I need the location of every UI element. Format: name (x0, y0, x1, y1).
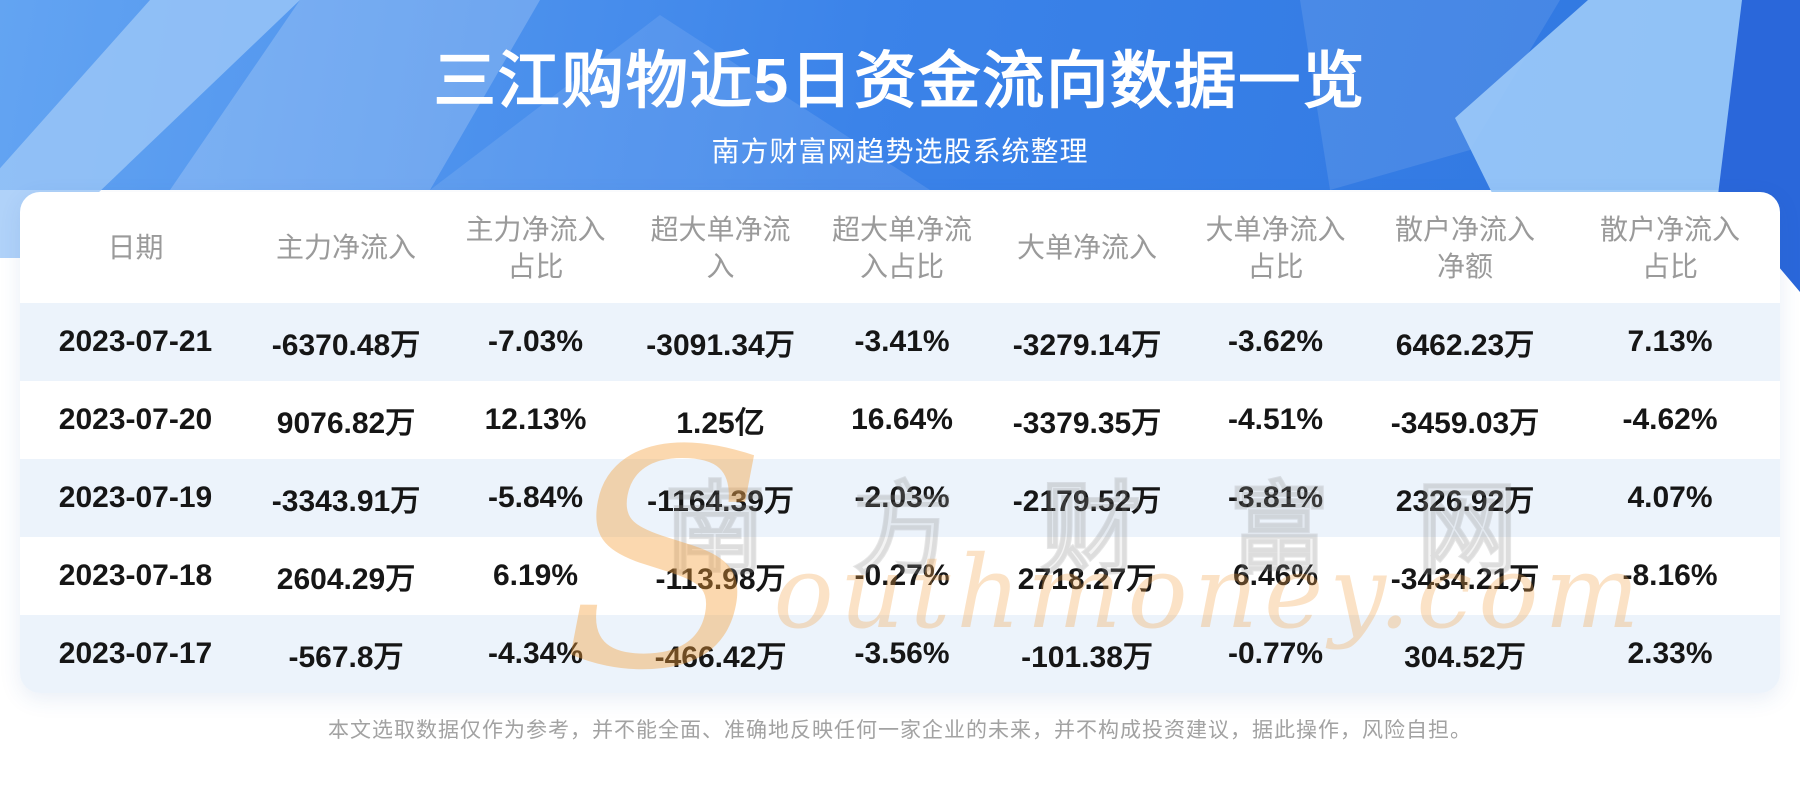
table-body: 2023-07-21 -6370.48万 -7.03% -3091.34万 -3.41%… (20, 303, 1780, 693)
cell-large-order-net-inflow-pct: -3.81% (1227, 481, 1324, 514)
cell-large-order-net-inflow: -101.38万 (1021, 641, 1153, 674)
column-header-retail-net-inflow-pct: 散户净流入 占比 (1599, 213, 1740, 282)
cell-date: 2023-07-18 (58, 559, 213, 592)
cell-main-net-inflow: 2604.29万 (276, 563, 416, 596)
cell-xl-order-net-inflow-pct: -2.03% (854, 481, 950, 514)
cell-retail-net-inflow-pct: -8.16% (1622, 559, 1718, 592)
cell-xl-order-net-inflow: 1.25亿 (676, 407, 765, 440)
cell-retail-net-inflow-pct: 7.13% (1627, 325, 1713, 358)
cell-large-order-net-inflow: -3279.14万 (1012, 329, 1162, 362)
cell-large-order-net-inflow-pct: -0.77% (1227, 637, 1324, 670)
table-header-row: 日期 主力净流入 主力净流入 占比 超大单净流 入超大单净流 入占比 大单净流入 大单净流… (20, 192, 1780, 303)
disclaimer-text: 本文选取数据仅作为参考，并不能全面、准确地反映任何一家企业的未来，并不构成投资建… (328, 719, 1472, 742)
table-row: 2023-07-21 -6370.48万 -7.03% -3091.34万 -3.41%… (20, 303, 1780, 381)
column-header-main-net-inflow-pct: 主力净流入 占比 (465, 213, 606, 282)
cell-main-net-inflow: -6370.48万 (271, 329, 421, 362)
cell-main-net-inflow: 9076.82万 (276, 407, 416, 440)
cell-large-order-net-inflow-pct: -4.51% (1227, 403, 1324, 436)
page-subtitle: 南方财富网趋势选股系统整理 (711, 136, 1089, 167)
cell-main-net-inflow-pct: -5.84% (487, 481, 584, 514)
cell-main-net-inflow-pct: -4.34% (487, 637, 584, 670)
cell-large-order-net-inflow: -3379.35万 (1012, 407, 1162, 440)
cell-retail-net-inflow: 2326.92万 (1395, 485, 1535, 518)
cell-xl-order-net-inflow-pct: -3.56% (854, 637, 950, 670)
cell-retail-net-inflow-pct: -4.62% (1622, 403, 1718, 436)
column-header-date: 日期 (107, 232, 164, 263)
cell-retail-net-inflow: 304.52万 (1404, 641, 1526, 674)
cell-xl-order-net-inflow-pct: -0.27% (854, 559, 950, 592)
column-header-large-order-net-inflow-pct: 大单净流入 占比 (1205, 213, 1346, 282)
data-table-card: 日期 主力净流入 主力净流入 占比 超大单净流 入超大单净流 入占比 大单净流入 大单净流… (20, 192, 1780, 693)
cell-retail-net-inflow-pct: 2.33% (1627, 637, 1713, 670)
cell-xl-order-net-inflow: -1164.39万 (647, 485, 794, 518)
cell-large-order-net-inflow-pct: 6.46% (1232, 559, 1319, 592)
cell-retail-net-inflow: -3459.03万 (1390, 407, 1540, 440)
cell-xl-order-net-inflow: -3091.34万 (646, 329, 795, 362)
cell-xl-order-net-inflow-pct: 16.64% (851, 403, 953, 436)
table-row: 2023-07-17 -567.8万 -4.34% -466.42万 -3.56% -10… (20, 615, 1780, 693)
column-header-retail-net-inflow: 散户净流入 净额 (1394, 213, 1535, 282)
cell-retail-net-inflow-pct: 4.07% (1627, 481, 1713, 514)
column-header-large-order-net-inflow: 大单净流入 (1016, 232, 1157, 263)
table-row: 2023-07-20 9076.82万 12.13% 1.25亿 16.64% -3379… (20, 381, 1780, 459)
cell-retail-net-inflow: 6462.23万 (1395, 329, 1535, 362)
column-header-xl-order-net-inflow: 超大单净流 入 (650, 213, 791, 282)
cell-retail-net-inflow: -3434.21万 (1390, 563, 1540, 596)
banner: 三江购物近5日资金流向数据一览 南方财富网趋势选股系统整理 (0, 0, 1800, 300)
cell-main-net-inflow-pct: 12.13% (484, 403, 587, 436)
cell-date: 2023-07-21 (58, 325, 213, 358)
table-row: 2023-07-19 -3343.91万 -5.84% -1164.39万 -2.03%… (20, 459, 1780, 537)
cell-date: 2023-07-19 (58, 481, 213, 514)
cell-large-order-net-inflow: 2718.27万 (1017, 563, 1157, 596)
cell-xl-order-net-inflow: -113.98万 (655, 563, 786, 596)
cell-date: 2023-07-20 (58, 403, 213, 436)
cell-date: 2023-07-17 (58, 637, 213, 670)
cell-xl-order-net-inflow-pct: -3.41% (854, 325, 950, 358)
cell-main-net-inflow: -3343.91万 (271, 485, 421, 518)
column-header-xl-order-net-inflow-pct: 超大单净流 入占比 (831, 213, 972, 282)
table-row: 2023-07-18 2604.29万 6.19% -113.98万 -0.27% 271… (20, 537, 1780, 615)
cell-main-net-inflow-pct: -7.03% (487, 325, 584, 358)
cell-main-net-inflow: -567.8万 (288, 641, 404, 674)
cell-large-order-net-inflow-pct: -3.62% (1227, 325, 1324, 358)
column-header-main-net-inflow: 主力净流入 (275, 232, 416, 263)
cell-xl-order-net-inflow: -466.42万 (654, 641, 787, 674)
cell-main-net-inflow-pct: 6.19% (492, 559, 579, 592)
cell-large-order-net-inflow: -2179.52万 (1012, 485, 1162, 518)
page-title: 三江购物近5日资金流向数据一览 (433, 47, 1367, 116)
